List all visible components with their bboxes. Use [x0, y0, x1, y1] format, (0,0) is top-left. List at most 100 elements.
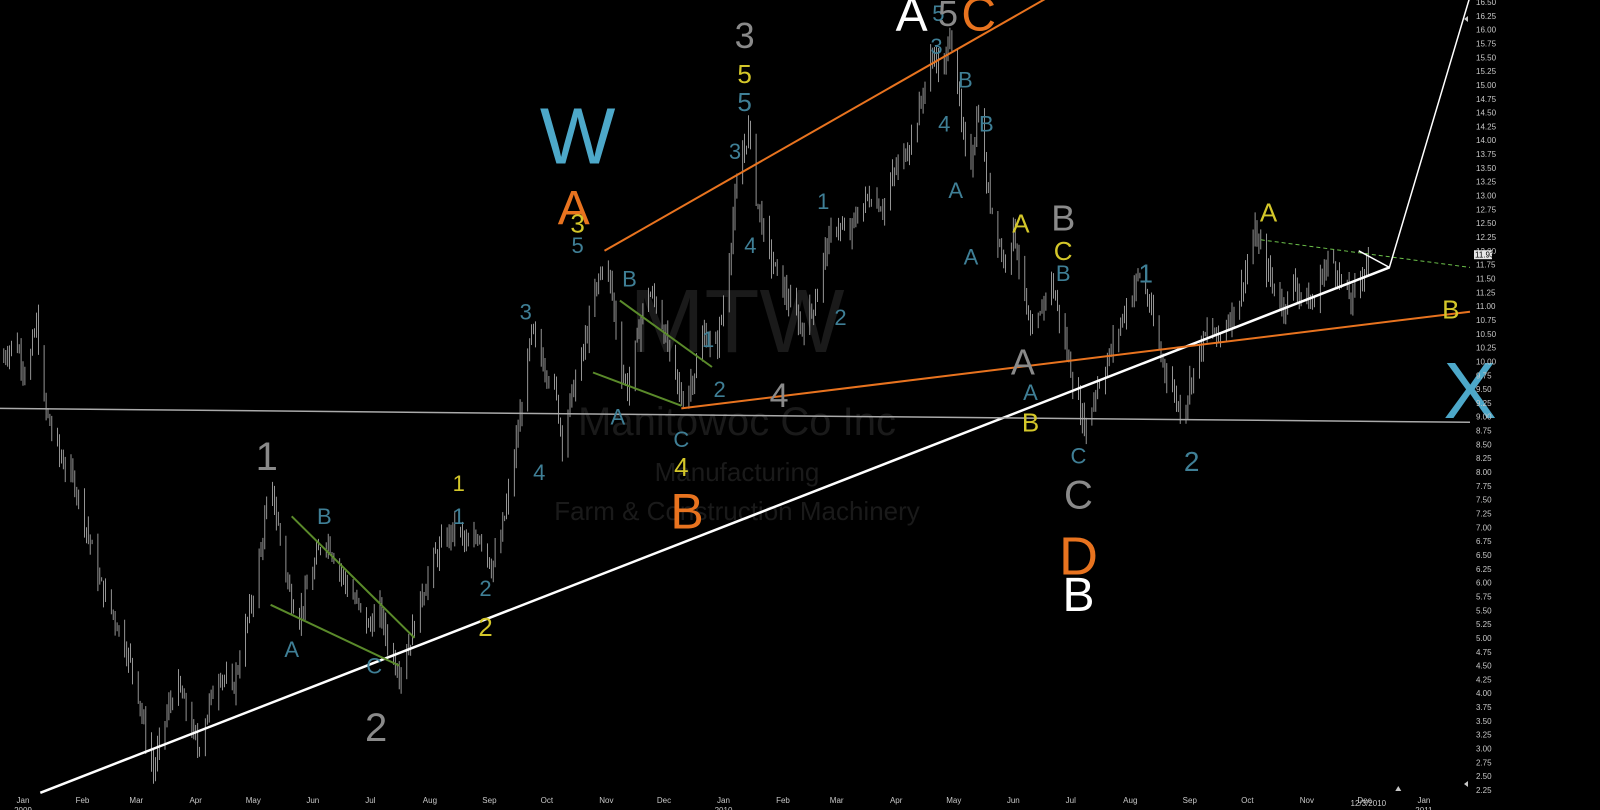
y-tick-label: 3.25 — [1476, 731, 1492, 740]
wave-label: 2 — [1184, 446, 1200, 477]
x-tick-label: Feb — [76, 796, 90, 805]
y-tick-label: 11.00 — [1476, 302, 1496, 311]
y-tick-label: 9.75 — [1476, 371, 1492, 380]
y-tick-label: 2.25 — [1476, 786, 1492, 795]
y-tick-label: 16.50 — [1476, 0, 1497, 7]
y-tick-label: 15.50 — [1476, 53, 1497, 62]
watermark-sector: Manufacturing — [655, 457, 820, 487]
trend-line — [270, 603, 400, 667]
x-tick-label: Sep — [482, 796, 497, 805]
wave-label: 5 — [737, 87, 751, 117]
y-tick-label: 10.00 — [1476, 357, 1497, 366]
trend-line — [592, 371, 682, 407]
wave-label: 3 — [570, 209, 584, 239]
x-tick-label: Aug — [1123, 796, 1137, 805]
y-tick-label: 11.75 — [1476, 261, 1496, 270]
wave-label: A — [1012, 209, 1030, 239]
scroll-bottom-triangle-icon[interactable] — [1464, 781, 1468, 787]
y-tick-label: 3.75 — [1476, 703, 1492, 712]
scroll-top-triangle-icon[interactable] — [1464, 16, 1468, 22]
y-tick-label: 8.25 — [1476, 454, 1492, 463]
y-tick-label: 13.50 — [1476, 164, 1497, 173]
wave-label: B — [979, 112, 994, 137]
wave-label: W — [540, 92, 616, 181]
y-tick-label: 5.50 — [1476, 606, 1492, 615]
wave-label: 4 — [674, 452, 688, 482]
wave-label: 1 — [1138, 258, 1152, 288]
trend-line — [290, 515, 416, 639]
x-tick-label: Dec — [1357, 796, 1371, 805]
y-tick-label: 13.75 — [1476, 150, 1497, 159]
wave-label: 5 — [737, 59, 751, 89]
y-tick-label: 4.25 — [1476, 675, 1492, 684]
y-axis: 2.25 2.50 2.75 3.00 3.25 3.50 3.75 4.00 4.25 4.50… — [1476, 0, 1497, 795]
wave-label: 3 — [520, 300, 532, 325]
wave-label: A — [948, 178, 963, 203]
x-tick-label: Jul — [365, 796, 375, 805]
watermark-company: Manitowoc Co Inc — [578, 400, 896, 444]
wave-label: 3 — [735, 15, 755, 56]
y-tick-label: 9.50 — [1476, 385, 1492, 394]
trend-line — [681, 310, 1471, 410]
cursor-date-label: 12/3/2010 — [1351, 799, 1387, 808]
wave-label: 5 — [932, 1, 944, 26]
x-tick-label: Nov — [599, 796, 613, 805]
y-tick-label: 6.75 — [1476, 537, 1492, 546]
wave-label: 4 — [938, 112, 950, 137]
y-tick-label: 7.50 — [1476, 496, 1492, 505]
y-tick-label: 5.25 — [1476, 620, 1492, 629]
y-tick-label: 8.75 — [1476, 427, 1492, 436]
wave-label: 4 — [744, 233, 756, 258]
wave-label: 2 — [478, 612, 492, 642]
wave-label: 4 — [533, 460, 545, 485]
y-tick-label: 8.00 — [1476, 468, 1492, 477]
y-tick-label: 9.25 — [1476, 399, 1492, 408]
wave-label: 5 — [938, 0, 958, 34]
wave-label: 2 — [713, 377, 725, 402]
wave-label: 1 — [817, 189, 829, 214]
y-tick-label: 7.75 — [1476, 482, 1492, 491]
x-tick-label: May — [946, 796, 961, 805]
wave-label: A — [1023, 380, 1038, 405]
trend-line — [1358, 0, 1470, 269]
x-year-label: 2011 — [1415, 806, 1433, 810]
y-tick-label: 15.75 — [1476, 40, 1497, 49]
wave-label: A — [558, 182, 590, 235]
wave-label: B — [958, 67, 973, 92]
y-tick-label: 3.50 — [1476, 717, 1492, 726]
trend-lines — [0, 0, 1471, 794]
x-tick-label: Oct — [541, 796, 554, 805]
wave-label: 2 — [479, 576, 491, 601]
y-tick-label: 8.50 — [1476, 440, 1492, 449]
wave-label: 1 — [256, 435, 278, 479]
y-tick-label: 10.25 — [1476, 344, 1497, 353]
y-tick-label: 5.75 — [1476, 593, 1492, 602]
y-tick-label: 15.25 — [1476, 67, 1497, 76]
current-price-label: 11.93 — [1475, 251, 1495, 260]
current-price-box — [1474, 250, 1492, 260]
wave-label: B — [1442, 294, 1459, 324]
y-tick-label: 6.25 — [1476, 565, 1492, 574]
wave-label: 3 — [930, 34, 942, 59]
wave-label: 2 — [834, 305, 846, 330]
x-tick-label: Jun — [1007, 796, 1020, 805]
y-tick-label: 6.50 — [1476, 551, 1492, 560]
trend-line — [619, 299, 713, 368]
wave-label: A — [1260, 198, 1278, 228]
trend-line — [39, 266, 1390, 794]
y-tick-label: 15.00 — [1476, 81, 1497, 90]
x-tick-label: Mar — [129, 796, 143, 805]
wave-label: 3 — [729, 139, 741, 164]
x-tick-label: Oct — [1241, 796, 1254, 805]
x-tick-label: Jul — [1066, 796, 1076, 805]
x-axis: Jan Feb Mar Apr May Jun Jul Aug Sep Oct Nov Dec Jan F… — [14, 796, 1433, 810]
x-tick-label: Feb — [776, 796, 790, 805]
y-tick-label: 13.25 — [1476, 178, 1497, 187]
wave-label: D — [1059, 526, 1098, 586]
wave-label: C — [366, 654, 382, 679]
date-triangle-icon — [1395, 786, 1402, 791]
y-tick-label: 3.00 — [1476, 745, 1492, 754]
y-tick-label: 14.50 — [1476, 109, 1497, 118]
wave-label: B — [1022, 408, 1039, 438]
